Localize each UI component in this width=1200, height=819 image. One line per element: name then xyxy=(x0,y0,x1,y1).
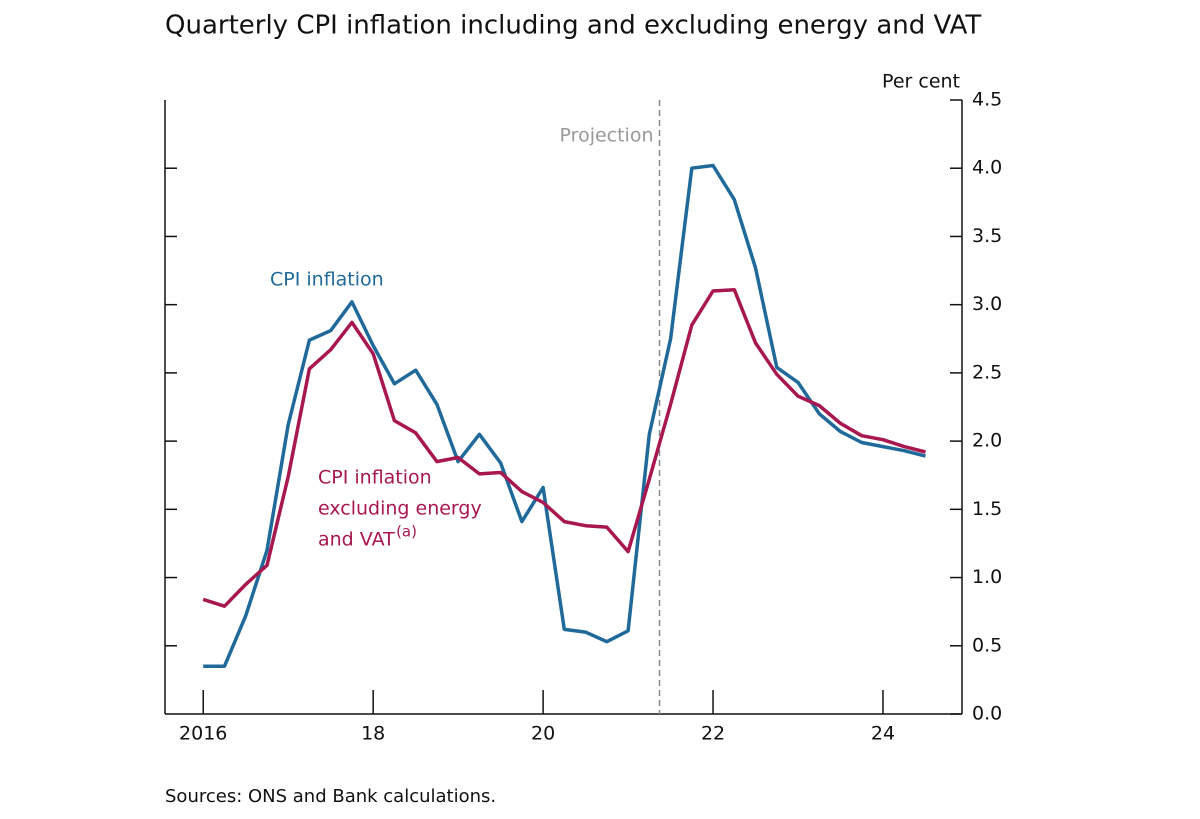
y-tick-label: 1.5 xyxy=(972,498,1002,520)
x-tick-label: 2016 xyxy=(179,723,227,745)
y-tick-label: 2.0 xyxy=(972,430,1002,452)
chart-title: Quarterly CPI inflation including and ex… xyxy=(165,11,981,41)
series-line xyxy=(203,163,926,668)
series-label: excluding energy xyxy=(318,498,482,520)
series-label: CPI inflation xyxy=(270,269,384,291)
source-note: Sources: ONS and Bank calculations. xyxy=(165,786,496,807)
y-tick-label: 3.0 xyxy=(972,293,1002,315)
y-tick-label: 4.5 xyxy=(972,89,1002,111)
series-line xyxy=(202,287,926,608)
x-tick-label: 22 xyxy=(701,723,725,745)
y-axis-unit: Per cent xyxy=(882,71,960,93)
y-tick-label: 0.5 xyxy=(972,634,1002,656)
projection-label: Projection xyxy=(560,125,654,147)
y-tick-label: 0.0 xyxy=(972,703,1002,725)
y-tick-label: 1.0 xyxy=(972,566,1002,588)
series-label: CPI inflation xyxy=(318,467,432,489)
x-tick-label: 20 xyxy=(531,723,555,745)
x-tick-label: 24 xyxy=(871,723,895,745)
x-tick-label: 18 xyxy=(361,723,385,745)
series-label-note: (a) xyxy=(396,523,417,541)
y-tick-label: 3.5 xyxy=(972,225,1002,247)
y-tick-label: 2.5 xyxy=(972,361,1002,383)
series-label: and VAT xyxy=(318,529,395,551)
y-tick-label: 4.0 xyxy=(972,157,1002,179)
